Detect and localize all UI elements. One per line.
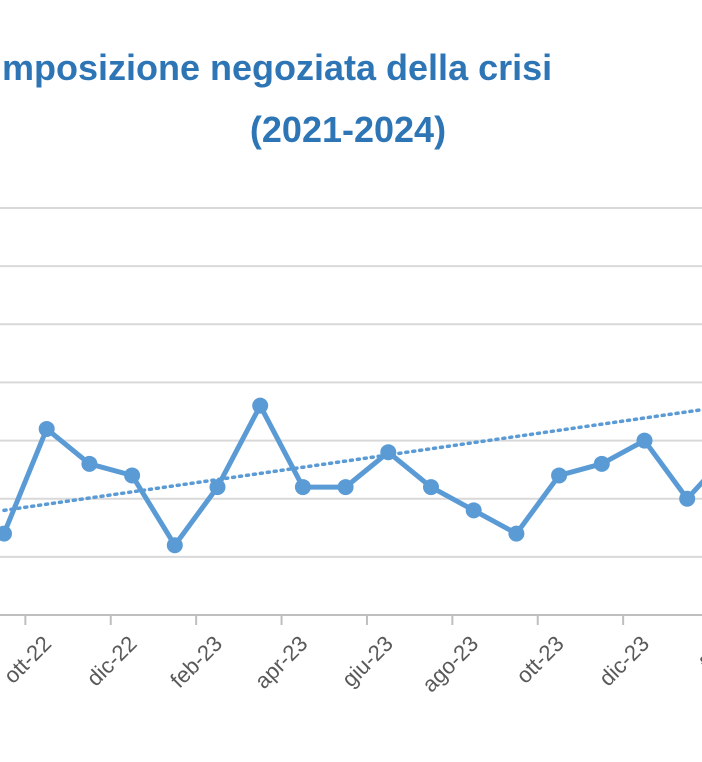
x-tick-label: ott-23 <box>511 631 568 688</box>
data-point <box>508 525 525 542</box>
data-point <box>166 537 183 554</box>
x-tick-label: feb- <box>695 631 702 675</box>
x-tick-label: dic-22 <box>82 631 142 691</box>
x-tick-label: giu-23 <box>337 631 398 692</box>
trendline <box>2 407 702 513</box>
data-point <box>209 479 226 496</box>
x-tick-label: dic-23 <box>594 631 654 691</box>
data-point <box>252 397 269 414</box>
data-point <box>380 444 397 461</box>
data-point <box>337 479 354 496</box>
chart-subtitle: (2021-2024) <box>250 109 446 150</box>
x-tick-label: feb-23 <box>165 631 227 693</box>
data-point <box>124 467 141 484</box>
data-point <box>551 467 568 484</box>
data-point <box>0 525 12 542</box>
data-point <box>593 455 610 472</box>
x-tick-label: ott-22 <box>0 631 56 688</box>
data-point <box>465 502 482 519</box>
data-point <box>636 432 653 449</box>
chart-title: mposizione negoziata della crisi <box>2 47 552 88</box>
x-tick-label: ago-23 <box>417 631 483 697</box>
series-line <box>1 403 702 548</box>
data-point <box>38 420 55 437</box>
data-point <box>679 490 696 507</box>
data-point <box>294 479 311 496</box>
data-point <box>423 479 439 496</box>
data-point <box>81 455 98 472</box>
x-tick-label: apr-23 <box>250 631 313 694</box>
